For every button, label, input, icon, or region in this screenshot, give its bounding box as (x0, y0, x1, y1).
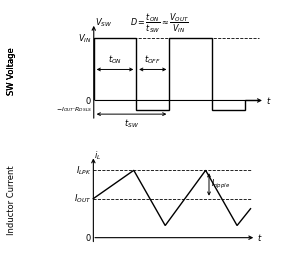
Text: $I_{LPK}$: $I_{LPK}$ (76, 164, 91, 176)
Text: $I_{OUT}$: $I_{OUT}$ (74, 192, 91, 205)
Text: $I_{ripple}$: $I_{ripple}$ (211, 178, 230, 191)
Text: SW Voltage: SW Voltage (7, 47, 16, 95)
Text: $t$: $t$ (266, 95, 272, 106)
Text: $t_{ON}$: $t_{ON}$ (108, 54, 122, 66)
Text: SW Voltage: SW Voltage (7, 47, 16, 95)
Text: $i_L$: $i_L$ (95, 149, 102, 162)
Text: $t_{SW}$: $t_{SW}$ (124, 118, 139, 130)
Text: $t_{OFF}$: $t_{OFF}$ (144, 54, 161, 66)
Text: $0$: $0$ (85, 95, 92, 106)
Text: $V_{IN}$: $V_{IN}$ (78, 32, 92, 45)
Text: Inductor Current: Inductor Current (7, 165, 16, 235)
Text: SW Voltage: SW Voltage (7, 47, 16, 95)
Text: $-I_{OUT}{\cdot}R_{DSLS}$: $-I_{OUT}{\cdot}R_{DSLS}$ (56, 105, 92, 114)
Text: $V_{SW}$: $V_{SW}$ (95, 17, 112, 29)
Text: $t$: $t$ (257, 232, 263, 243)
Text: $0$: $0$ (85, 232, 91, 243)
Text: $D = \dfrac{t_{ON}}{t_{SW}} \approx \dfrac{V_{OUT}}{V_{IN}}$: $D = \dfrac{t_{ON}}{t_{SW}} \approx \dfr… (130, 11, 189, 35)
